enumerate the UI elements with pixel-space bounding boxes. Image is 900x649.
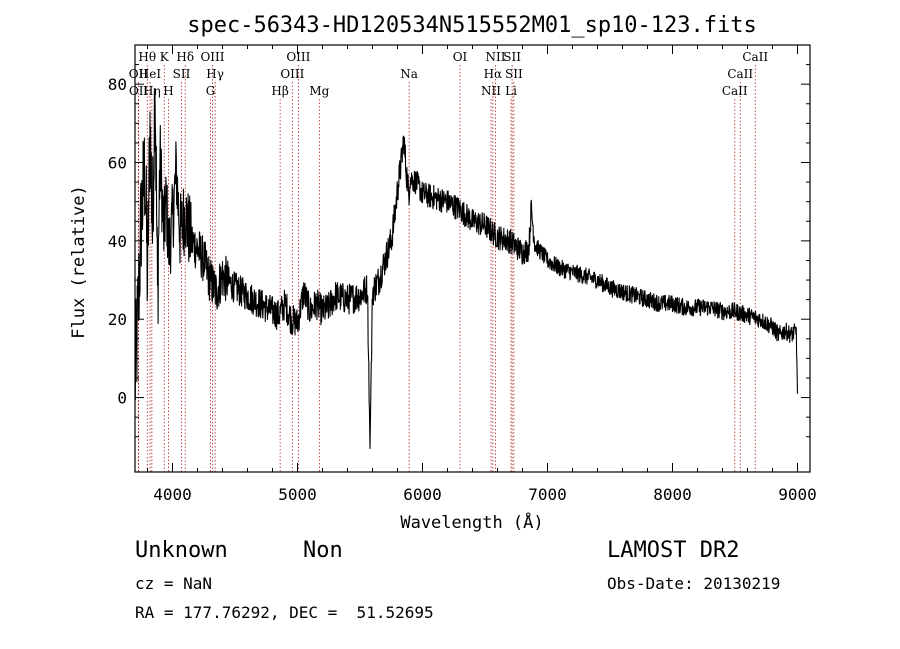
line-marker-label: SII bbox=[173, 67, 191, 81]
line-marker-label: OII bbox=[129, 67, 149, 81]
y-tick-label: 60 bbox=[108, 154, 127, 173]
x-tick-label: 6000 bbox=[403, 485, 442, 504]
line-marker-label: Mg bbox=[309, 84, 329, 98]
observation-date: Obs-Date: 20130219 bbox=[607, 574, 781, 593]
line-marker-label: OIII bbox=[200, 50, 224, 64]
line-marker-label: G bbox=[206, 84, 216, 98]
line-marker-label: OIII bbox=[280, 67, 304, 81]
plot-frame bbox=[134, 44, 811, 473]
line-marker-label: NII bbox=[481, 84, 501, 98]
y-tick-label: 40 bbox=[108, 232, 127, 251]
line-marker-labels: OIIOIIHθHeIHηKHSIIHδGOIIIHγHβOIIIOIIIMgN… bbox=[129, 50, 769, 98]
y-tick-label: 0 bbox=[117, 389, 127, 408]
object-subclass: Non bbox=[303, 538, 343, 563]
line-marker-label: OI bbox=[453, 50, 468, 64]
axis-ticks: 4000 5000 6000 7000 8000 9000 0 20 40 60 80 bbox=[108, 45, 817, 504]
y-axis-label: Flux (relative) bbox=[69, 185, 89, 339]
line-marker-label: SII bbox=[505, 67, 523, 81]
object-class: Unknown bbox=[135, 538, 228, 563]
survey-name: LAMOST DR2 bbox=[607, 538, 740, 563]
x-tick-label: 4000 bbox=[153, 485, 192, 504]
line-marker-label: Hθ bbox=[138, 50, 156, 64]
x-tick-label: 5000 bbox=[278, 485, 317, 504]
line-marker-label: SII bbox=[503, 50, 521, 64]
line-marker-label: CaII bbox=[722, 84, 748, 98]
line-marker-label: K bbox=[160, 50, 170, 64]
line-marker-label: Li bbox=[505, 84, 517, 98]
line-marker-label: Hα bbox=[484, 67, 503, 81]
y-tick-label: 80 bbox=[108, 75, 127, 94]
line-markers bbox=[137, 65, 756, 472]
x-axis-label: Wavelength (Å) bbox=[400, 511, 543, 533]
chart-title: spec-56343-HD120534N515552M01_sp10-123.f… bbox=[187, 13, 757, 38]
line-marker-label: OII bbox=[129, 84, 149, 98]
coordinates: RA = 177.76292, DEC = 51.52695 bbox=[135, 603, 434, 622]
line-marker-label: Na bbox=[400, 67, 418, 81]
line-marker-label: CaII bbox=[727, 67, 753, 81]
line-marker-label: Hη bbox=[143, 84, 161, 98]
line-marker-label: OIII bbox=[286, 50, 310, 64]
line-marker-label: Hγ bbox=[206, 67, 224, 81]
line-marker-label: HeI bbox=[139, 67, 162, 81]
y-tick-label: 20 bbox=[108, 310, 127, 329]
line-marker-label: H bbox=[163, 84, 173, 98]
x-tick-label: 7000 bbox=[528, 485, 567, 504]
line-marker-label: CaII bbox=[742, 50, 768, 64]
line-marker-label: Hδ bbox=[176, 50, 194, 64]
x-tick-label: 9000 bbox=[778, 485, 817, 504]
line-marker-label: NII bbox=[486, 50, 506, 64]
x-tick-label: 8000 bbox=[653, 485, 692, 504]
spectrum-line bbox=[134, 88, 799, 450]
redshift-cz: cz = NaN bbox=[135, 574, 213, 593]
line-marker-label: Hβ bbox=[271, 84, 288, 98]
